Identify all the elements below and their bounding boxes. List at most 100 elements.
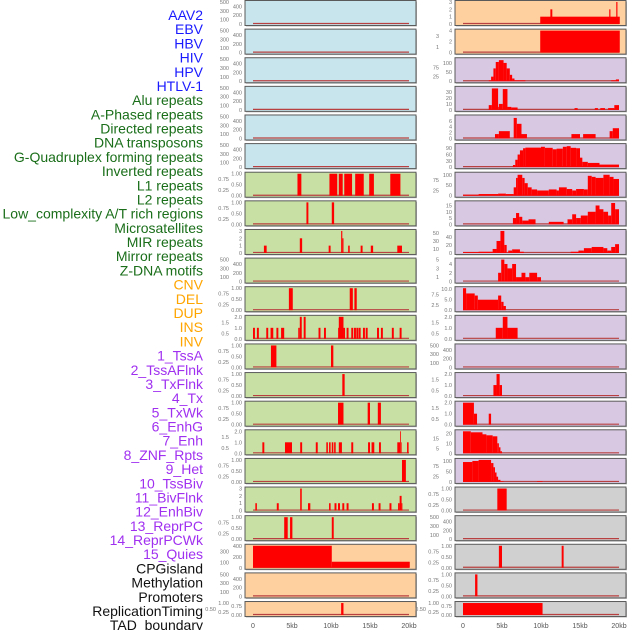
track-panel: 0.000.250.500.751.00 [218,200,417,228]
y-tick-label: 200 [233,13,242,19]
y-tick-label: 200 [233,271,242,277]
y-tick-label: 100 [220,132,229,138]
y-tick-label: 75 [433,178,439,184]
y-tick-label: 1.00 [231,286,242,292]
y-tick-label: 0.0 [444,337,452,343]
y-tick-label: 0.0 [234,337,242,343]
y-tick-label: 4 [449,29,452,35]
signal-bar [478,459,492,482]
y-tick-label: 0.25 [428,589,439,595]
y-tick-label: 400 [233,90,242,96]
x-tick-label: 0 [461,623,465,630]
y-tick-label: 0.50 [231,412,242,418]
y-tick-label: 1.0 [234,440,242,446]
signal-bar [576,218,581,225]
y-tick-label: 0.5 [431,389,439,395]
y-tick-label: 7.5 [431,293,439,299]
signal-bar [367,402,370,425]
signal-bar [580,215,588,225]
signal-bar [496,240,501,253]
track-label: HIV [180,50,204,66]
track-panel: 0.0 2.5 5.0 7.510.0 [431,286,627,314]
track-label: 14_ReprPCWk [110,532,204,548]
signal-bar [371,442,375,454]
y-tick-label: 0.00 [231,194,242,200]
y-tick-label: 500 [430,515,439,521]
y-tick-label: 0.25 [428,610,439,616]
signal-bar [580,157,583,168]
y-tick-label: 0.25 [218,417,229,423]
track-label: 1_TssA [157,348,204,364]
signal-bar [331,202,335,225]
signal-bar [368,442,370,454]
y-tick-label: 50 [433,231,439,237]
track-panel: 0.0 0.5 1.0 1.5 2.0 [431,372,627,400]
track-label: HPV [174,64,203,80]
y-tick-label: 5 [436,258,439,264]
signal-bar [338,402,344,425]
y-tick-label: 0.75 [428,492,439,498]
y-tick-label: 0.25 [428,503,439,509]
signal-bar [488,80,492,82]
y-tick-label: 60 [446,153,452,159]
x-tick-label: 5kb [286,623,297,630]
track-panel: 0 100 200 300 400 [220,543,417,572]
y-tick-label: 90 [446,146,452,152]
signal-bar [306,202,309,225]
signal-bar [540,30,620,53]
y-tick-label: 1.5 [431,378,439,384]
y-tick-label: 10 [446,210,452,216]
signal-bar [511,107,518,110]
y-tick-label: 2 [239,494,242,500]
signal-bar [360,245,363,253]
panel-background [454,486,627,513]
signal-bar [281,327,285,339]
y-tick-label: 400 [233,62,242,68]
y-tick-label: 0.25 [218,217,229,223]
signal-bar [503,306,506,311]
y-tick-label: 300 [220,152,229,158]
y-tick-label: 3 [436,34,439,40]
signal-bar [570,147,577,168]
signal-bar [369,173,374,196]
x-axis: 0 5kb 10kb 15kb 20kb 0 5kb 10kb 15kb 20kb [251,623,627,630]
signal-bar [507,268,513,282]
panel-background [244,257,417,284]
y-tick-label: 10.0 [441,287,452,293]
x-tick-label: 15kb [572,623,587,630]
panel-background [454,343,627,370]
track-panel: 0.000.250.500.751.00 [218,372,417,400]
track-label: HBV [174,35,203,51]
signal-bar [329,503,331,511]
y-tick-label: 0 [239,22,242,28]
signal-bar [328,245,331,253]
y-tick-label: 1.5 [431,320,439,326]
y-tick-label: 0 [239,251,242,257]
y-tick-label: 1.00 [218,601,229,607]
y-tick-label: 0.75 [218,463,229,469]
signal-bar [400,442,402,454]
panel-background [454,572,627,599]
signal-bar [496,476,499,482]
track-label: Directed repeats [100,121,203,137]
signal-bar [365,327,368,339]
track-label: Methylation [131,575,203,591]
signal-bar [253,327,255,339]
signal-bar [505,194,514,196]
panel-background [454,228,627,255]
track-label: 13_ReprPC [130,518,203,534]
track-label: INS [180,319,203,335]
y-tick-label: 1.5 [221,320,229,326]
y-tick-label: 5 [436,446,439,452]
signal-bar [548,189,557,196]
track-panel: 0 100 200 300 400 500 [220,257,417,286]
track-label: A-Phased repeats [91,106,203,122]
y-tick-label: 0.5 [221,446,229,452]
track-panel: 0 25 50 75 100 [433,457,627,486]
track-panel: 0 100 200 300 400 500 [220,0,417,28]
y-tick-label: 400 [233,33,242,39]
track-label: L1 repeats [137,177,203,193]
signal-bar [608,108,615,110]
signal-bar [318,327,321,339]
